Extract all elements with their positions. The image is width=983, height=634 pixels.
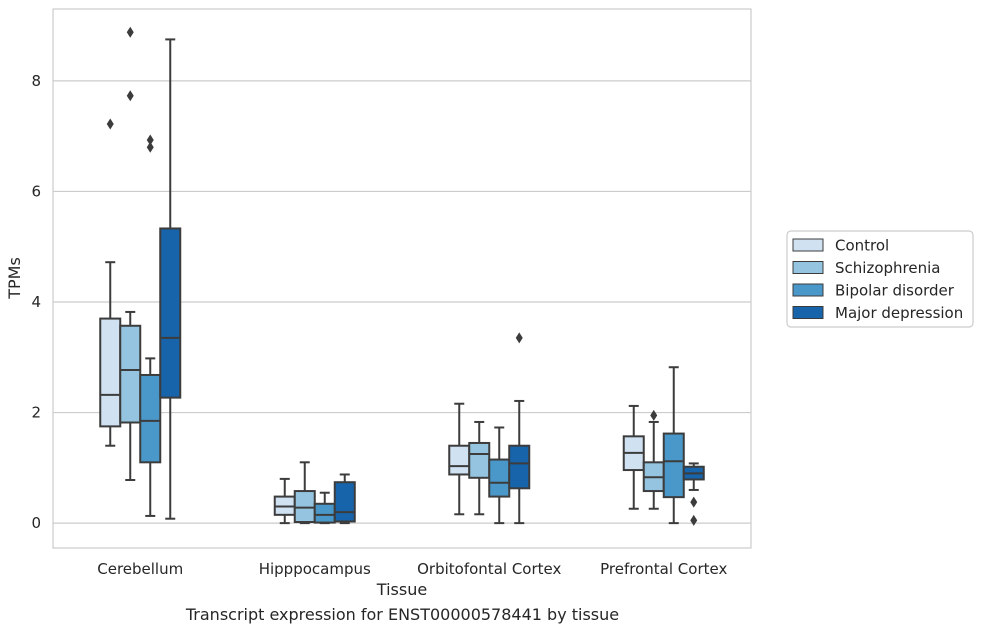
- outlier-point: [126, 26, 134, 38]
- x-tick-label: Cerebellum: [97, 560, 183, 578]
- x-tick-label: Orbitofontal Cortex: [417, 560, 561, 578]
- box: [662, 432, 685, 499]
- outlier-point: [126, 90, 134, 102]
- outlier-point: [146, 141, 154, 153]
- outlier-point: [515, 332, 523, 344]
- box: [119, 324, 142, 424]
- figure-caption: Transcript expression for ENST0000057844…: [185, 605, 620, 624]
- box: [159, 227, 182, 399]
- box: [508, 444, 531, 490]
- outlier-point: [690, 514, 698, 526]
- y-tick-label: 8: [31, 72, 41, 90]
- legend-swatch: [792, 238, 824, 252]
- box: [293, 490, 316, 524]
- legend-label: Bipolar disorder: [835, 282, 955, 300]
- box: [313, 502, 336, 524]
- legend-label: Major depression: [835, 304, 963, 322]
- y-tick-label: 6: [31, 182, 41, 200]
- outlier-point: [146, 134, 154, 146]
- box: [333, 481, 356, 523]
- legend-frame: [786, 230, 974, 328]
- box: [99, 317, 122, 428]
- box: [139, 373, 162, 464]
- legend: Control Schizophrenia Bipolar disorder Majo…: [786, 230, 974, 328]
- x-tick-labels: Cerebellum Hipppocampus Orbitofontal Corte…: [97, 560, 727, 578]
- outlier-point: [690, 496, 698, 508]
- y-axis-label: TPMs: [5, 257, 24, 300]
- box: [468, 441, 491, 479]
- box: [448, 444, 471, 476]
- legend-label: Schizophrenia: [835, 259, 940, 277]
- x-axis-label: Tissue: [376, 580, 427, 599]
- legend-label: Control: [835, 237, 889, 255]
- legend-swatch: [792, 261, 824, 274]
- box-series: [99, 26, 705, 526]
- y-tick-label: 4: [31, 293, 41, 311]
- y-tick-label: 2: [31, 404, 41, 422]
- y-tick-labels: 0 2 4 6 8: [31, 72, 41, 532]
- legend-swatch: [792, 283, 824, 297]
- x-tick-label: Hipppocampus: [259, 560, 371, 578]
- legend-swatch: [792, 306, 824, 319]
- box: [488, 458, 511, 498]
- outlier-point: [106, 118, 114, 130]
- outlier-point: [650, 409, 658, 421]
- y-tick-label: 0: [31, 514, 41, 532]
- x-tick-label: Prefrontal Cortex: [600, 560, 727, 578]
